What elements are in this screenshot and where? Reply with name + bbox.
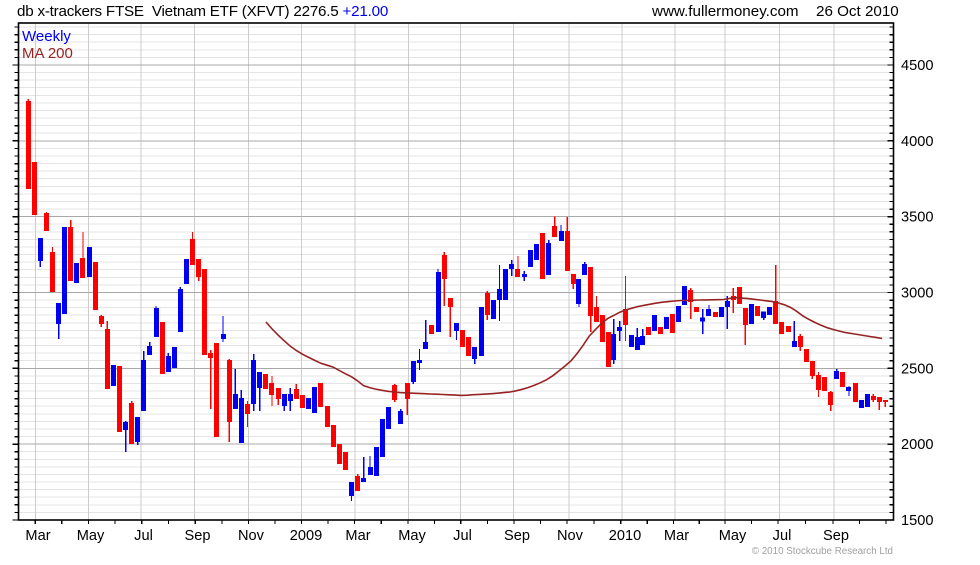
svg-text:2009: 2009	[290, 528, 322, 544]
svg-text:3500: 3500	[901, 210, 933, 226]
svg-text:2010: 2010	[609, 528, 641, 544]
svg-text:Jul: Jul	[134, 528, 153, 544]
svg-text:Jul: Jul	[453, 528, 472, 544]
svg-text:May: May	[719, 528, 747, 544]
svg-text:Sep: Sep	[185, 528, 211, 544]
svg-text:26 Oct 2010: 26 Oct 2010	[816, 3, 899, 20]
svg-text:db x-trackers FTSE Vietnam ET: db x-trackers FTSE Vietnam ETF (XFVT) 22…	[17, 3, 388, 20]
svg-text:MA 200: MA 200	[22, 45, 73, 62]
svg-text:2000: 2000	[901, 437, 933, 453]
svg-text:4000: 4000	[901, 134, 933, 150]
svg-text:Mar: Mar	[25, 528, 50, 544]
svg-text:1500: 1500	[901, 513, 933, 529]
svg-text:Sep: Sep	[504, 528, 530, 544]
svg-text:© 2010 Stockcube Research Ltd: © 2010 Stockcube Research Ltd	[752, 546, 893, 557]
svg-text:May: May	[398, 528, 426, 544]
svg-text:Nov: Nov	[557, 528, 584, 544]
svg-text:Jul: Jul	[773, 528, 792, 544]
svg-text:www.fullermoney.com: www.fullermoney.com	[651, 3, 799, 20]
svg-text:2500: 2500	[901, 361, 933, 377]
svg-text:Sep: Sep	[823, 528, 849, 544]
svg-text:Nov: Nov	[238, 528, 265, 544]
svg-text:3000: 3000	[901, 286, 933, 302]
svg-text:Weekly: Weekly	[22, 28, 71, 45]
svg-text:Mar: Mar	[345, 528, 370, 544]
svg-text:Mar: Mar	[664, 528, 689, 544]
svg-text:4500: 4500	[901, 58, 933, 74]
svg-text:May: May	[77, 528, 105, 544]
